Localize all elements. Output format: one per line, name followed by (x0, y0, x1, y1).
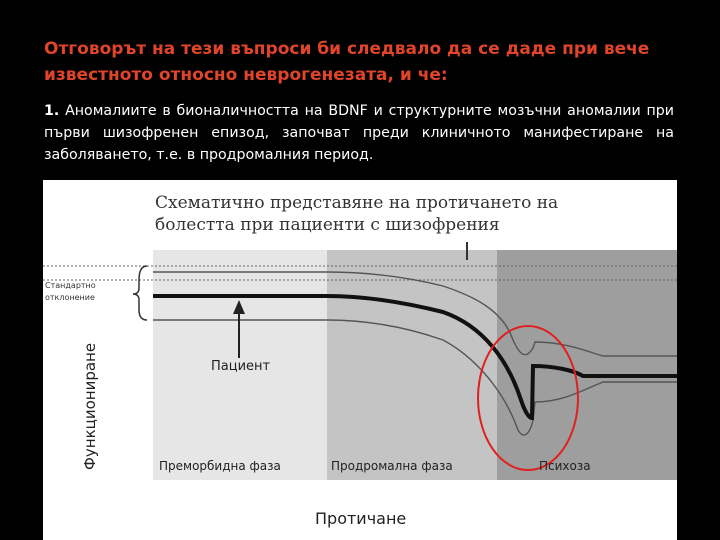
point-1: 1. Аномалиите в бионаличността на BDNF и… (44, 100, 674, 166)
point-number: 1. (44, 103, 60, 119)
sd-label-line1: Стандартно (45, 281, 96, 290)
y-axis-label: Функциониране (81, 343, 99, 470)
point-text: Аномалиите в бионаличността на BDNF и ст… (44, 103, 675, 163)
patient-curve (153, 294, 677, 421)
figure-title-line2: болестта при пациенти с шизофрения (155, 215, 500, 235)
phase-prodromal-panel (327, 250, 497, 480)
phase-psychosis-label: Психоза (539, 459, 591, 473)
phase-premorbid-panel (153, 250, 327, 480)
lower-envelope-curve (153, 319, 677, 436)
figure-title-line1: Схематично представяне на протичането на (155, 193, 558, 213)
phase-premorbid-label: Преморбидна фаза (159, 459, 281, 473)
patient-arrow-head (233, 300, 245, 314)
x-axis-label: Протичане (315, 509, 406, 528)
highlight-circle (477, 325, 579, 471)
sd-label-line2: отклонение (45, 293, 95, 302)
upper-envelope-curve (153, 271, 677, 357)
schizophrenia-course-diagram: Схематично представяне на протичането на… (43, 180, 677, 540)
phase-psychosis-panel (497, 250, 677, 480)
sd-brace (132, 265, 148, 321)
patient-label: Пациент (211, 359, 271, 374)
phase-prodromal-label: Продромална фаза (331, 459, 453, 473)
slide-heading: Отговорът на тези въпроси би следвало да… (44, 39, 650, 85)
